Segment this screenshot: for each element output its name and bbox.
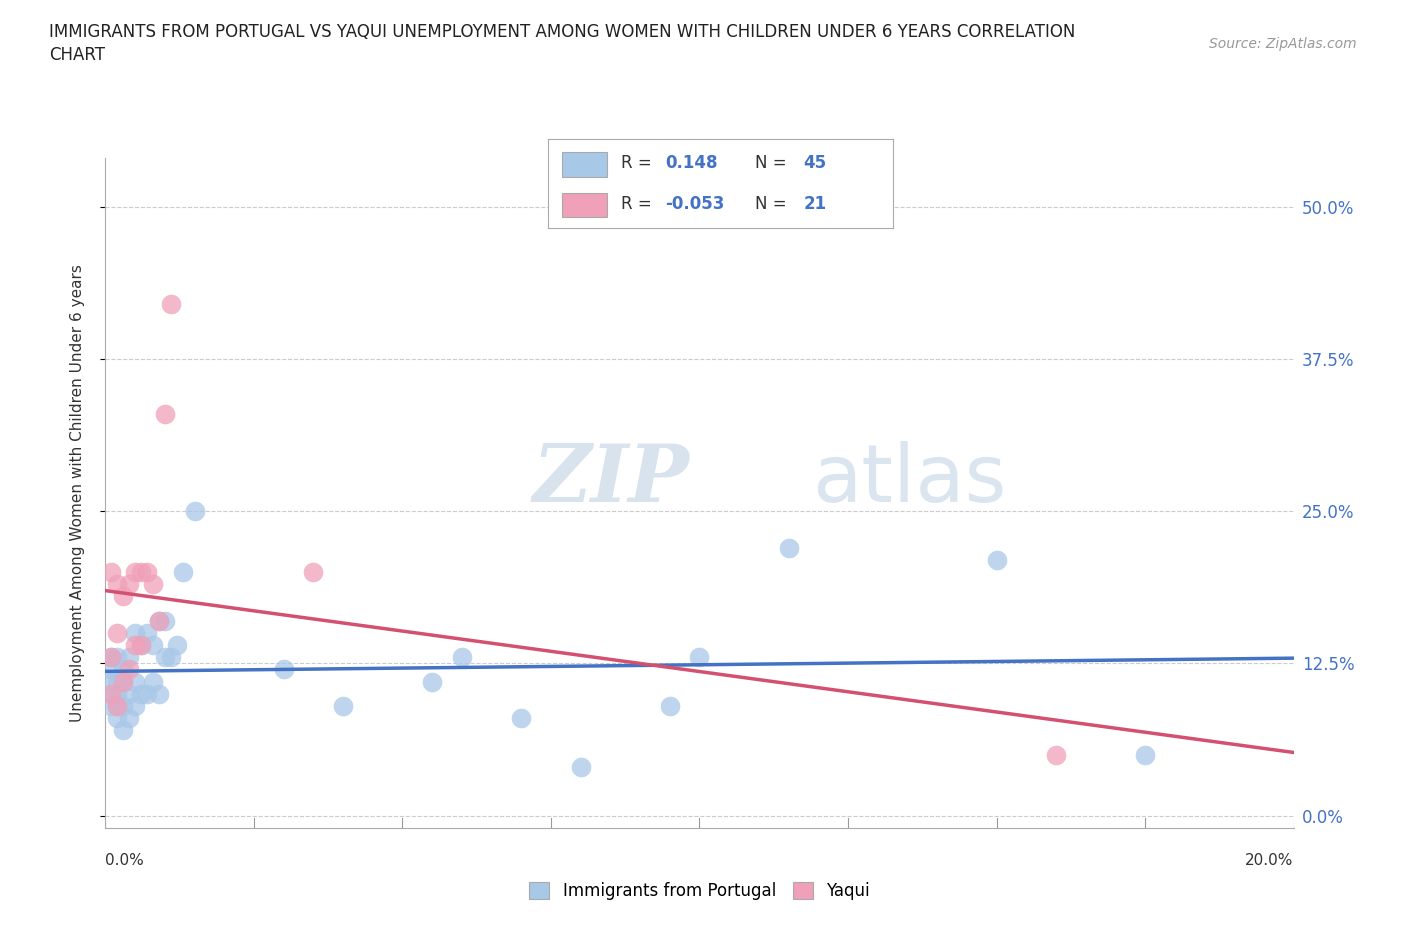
Text: 0.0%: 0.0%	[105, 853, 145, 868]
Point	[153, 650, 176, 665]
Point	[124, 565, 146, 579]
Point	[142, 638, 165, 653]
Point	[105, 577, 128, 591]
Point	[105, 626, 128, 641]
Point	[1045, 747, 1067, 762]
Text: 45: 45	[803, 154, 827, 172]
Point	[689, 650, 711, 665]
Text: atlas: atlas	[813, 441, 1007, 519]
Text: IMMIGRANTS FROM PORTUGAL VS YAQUI UNEMPLOYMENT AMONG WOMEN WITH CHILDREN UNDER 6: IMMIGRANTS FROM PORTUGAL VS YAQUI UNEMPL…	[49, 23, 1076, 41]
Point	[142, 577, 165, 591]
Point	[332, 698, 354, 713]
Point	[159, 650, 181, 665]
FancyBboxPatch shape	[562, 193, 607, 218]
Text: 21: 21	[803, 195, 827, 213]
Text: 20.0%: 20.0%	[1246, 853, 1294, 868]
Point	[302, 565, 325, 579]
Text: 0.148: 0.148	[665, 154, 718, 172]
Point	[129, 638, 152, 653]
Text: N =: N =	[755, 154, 792, 172]
Point	[148, 613, 170, 628]
Point	[148, 613, 170, 628]
Text: ZIP: ZIP	[533, 441, 690, 518]
Point	[136, 626, 159, 641]
Point	[778, 540, 800, 555]
Point	[105, 686, 128, 701]
Point	[136, 686, 159, 701]
Point	[112, 589, 135, 604]
Point	[420, 674, 443, 689]
Point	[100, 674, 122, 689]
Point	[124, 674, 146, 689]
Point	[100, 686, 122, 701]
Point	[100, 650, 122, 665]
Point	[100, 686, 122, 701]
Point	[172, 565, 194, 579]
Point	[450, 650, 472, 665]
Text: Source: ZipAtlas.com: Source: ZipAtlas.com	[1209, 37, 1357, 51]
Point	[118, 662, 141, 677]
Point	[129, 686, 152, 701]
Point	[124, 698, 146, 713]
Point	[118, 686, 141, 701]
Point	[105, 650, 128, 665]
Point	[148, 686, 170, 701]
Point	[112, 698, 135, 713]
Point	[124, 638, 146, 653]
Point	[105, 711, 128, 725]
FancyBboxPatch shape	[562, 152, 607, 177]
Legend: Immigrants from Portugal, Yaqui: Immigrants from Portugal, Yaqui	[523, 875, 876, 907]
Point	[100, 662, 122, 677]
Point	[100, 698, 122, 713]
Point	[105, 698, 128, 713]
Point	[118, 650, 141, 665]
Point	[142, 674, 165, 689]
Point	[658, 698, 681, 713]
Point	[129, 638, 152, 653]
Text: R =: R =	[620, 154, 657, 172]
Point	[100, 650, 122, 665]
Point	[112, 723, 135, 737]
Point	[124, 626, 146, 641]
Point	[105, 698, 128, 713]
Point	[153, 613, 176, 628]
Text: R =: R =	[620, 195, 657, 213]
Point	[986, 552, 1008, 567]
Point	[118, 577, 141, 591]
Text: CHART: CHART	[49, 46, 105, 63]
Point	[112, 662, 135, 677]
Point	[153, 406, 176, 421]
Point	[105, 674, 128, 689]
Point	[166, 638, 188, 653]
Text: N =: N =	[755, 195, 792, 213]
Point	[510, 711, 533, 725]
Point	[112, 674, 135, 689]
Point	[273, 662, 295, 677]
Point	[1133, 747, 1156, 762]
Point	[112, 674, 135, 689]
Point	[129, 565, 152, 579]
Point	[118, 711, 141, 725]
Point	[159, 297, 181, 312]
Y-axis label: Unemployment Among Women with Children Under 6 years: Unemployment Among Women with Children U…	[70, 264, 84, 722]
Point	[569, 760, 592, 775]
Point	[100, 565, 122, 579]
Point	[136, 565, 159, 579]
Point	[183, 504, 205, 519]
Text: -0.053: -0.053	[665, 195, 725, 213]
